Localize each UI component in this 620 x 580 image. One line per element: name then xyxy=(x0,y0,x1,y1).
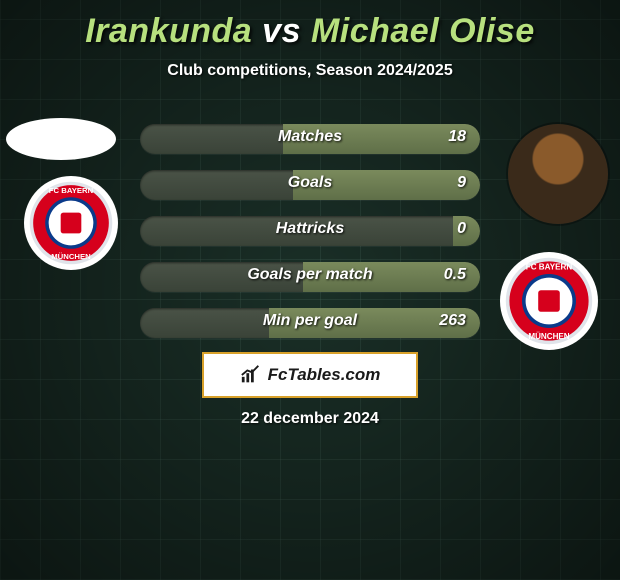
title-vs: vs xyxy=(262,12,301,50)
subtitle: Club competitions, Season 2024/2025 xyxy=(0,62,620,80)
date-label: 22 december 2024 xyxy=(0,410,620,428)
player1-avatar xyxy=(6,118,116,160)
svg-text:FC BAYERN: FC BAYERN xyxy=(49,186,94,195)
title-player1: Irankunda xyxy=(85,12,252,50)
svg-text:MÜNCHEN: MÜNCHEN xyxy=(51,252,91,261)
page-title: Irankunda vs Michael Olise xyxy=(0,12,620,51)
stat-value-right: 18 xyxy=(448,128,466,146)
player2-avatar xyxy=(508,124,608,224)
title-player2: Michael Olise xyxy=(311,12,535,50)
stat-value-right: 0.5 xyxy=(444,266,466,284)
player2-club-badge: FC BAYERN MÜNCHEN xyxy=(500,252,598,350)
stat-value-right: 263 xyxy=(439,312,466,330)
svg-text:MÜNCHEN: MÜNCHEN xyxy=(528,332,569,341)
stat-row: Goals9 xyxy=(140,170,480,200)
stat-label: Min per goal xyxy=(140,312,480,330)
stat-row: Min per goal263 xyxy=(140,308,480,338)
stat-label: Hattricks xyxy=(140,220,480,238)
stat-row: Goals per match0.5 xyxy=(140,262,480,292)
brand-label: FcTables.com xyxy=(268,365,381,385)
stat-row: Hattricks0 xyxy=(140,216,480,246)
stat-value-right: 0 xyxy=(457,220,466,238)
stat-value-right: 9 xyxy=(457,174,466,192)
stat-label: Goals xyxy=(140,174,480,192)
brand-box: FcTables.com xyxy=(202,352,418,398)
stats-panel: Matches18 Goals9 Hattricks0 Goals per match… xyxy=(140,124,480,354)
chart-icon xyxy=(240,364,262,386)
club-badge-icon: FC BAYERN MÜNCHEN xyxy=(28,180,114,266)
svg-text:FC BAYERN: FC BAYERN xyxy=(526,263,573,272)
player1-club-badge: FC BAYERN MÜNCHEN xyxy=(24,176,118,270)
club-badge-icon: FC BAYERN MÜNCHEN xyxy=(504,256,594,346)
stat-row: Matches18 xyxy=(140,124,480,154)
stat-label: Goals per match xyxy=(140,266,480,284)
stat-label: Matches xyxy=(140,128,480,146)
